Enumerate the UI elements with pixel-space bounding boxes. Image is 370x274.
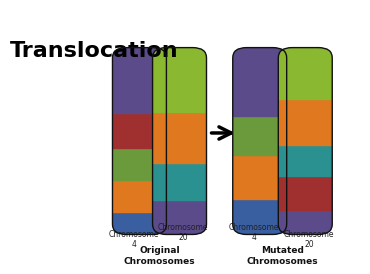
Bar [278,155,332,210]
Bar [152,143,206,201]
Bar [152,92,206,163]
Text: Original
Chromosomes: Original Chromosomes [124,246,195,266]
Bar [112,160,166,212]
FancyBboxPatch shape [112,48,166,235]
Bar [233,48,287,116]
Text: Chromosome
20: Chromosome 20 [158,223,208,242]
Bar [152,180,206,235]
Bar [112,48,166,113]
Bar [112,128,166,180]
Bar [152,48,206,112]
Bar [233,95,287,155]
Bar [278,48,332,99]
Bar [278,78,332,145]
FancyBboxPatch shape [152,48,206,235]
Bar [278,189,332,235]
Text: Translocation: Translocation [10,41,179,61]
Text: Chromosome
4: Chromosome 4 [109,230,159,249]
Text: Chromosome
20: Chromosome 20 [284,230,334,249]
Bar [112,92,166,148]
Text: Mutated
Chromosomes: Mutated Chromosomes [247,246,318,266]
FancyBboxPatch shape [278,48,332,235]
Bar [233,178,287,235]
FancyBboxPatch shape [233,48,287,235]
Bar [233,135,287,199]
Bar [112,192,166,235]
Bar [278,125,332,176]
Text: Chromosome
4: Chromosome 4 [229,223,279,242]
